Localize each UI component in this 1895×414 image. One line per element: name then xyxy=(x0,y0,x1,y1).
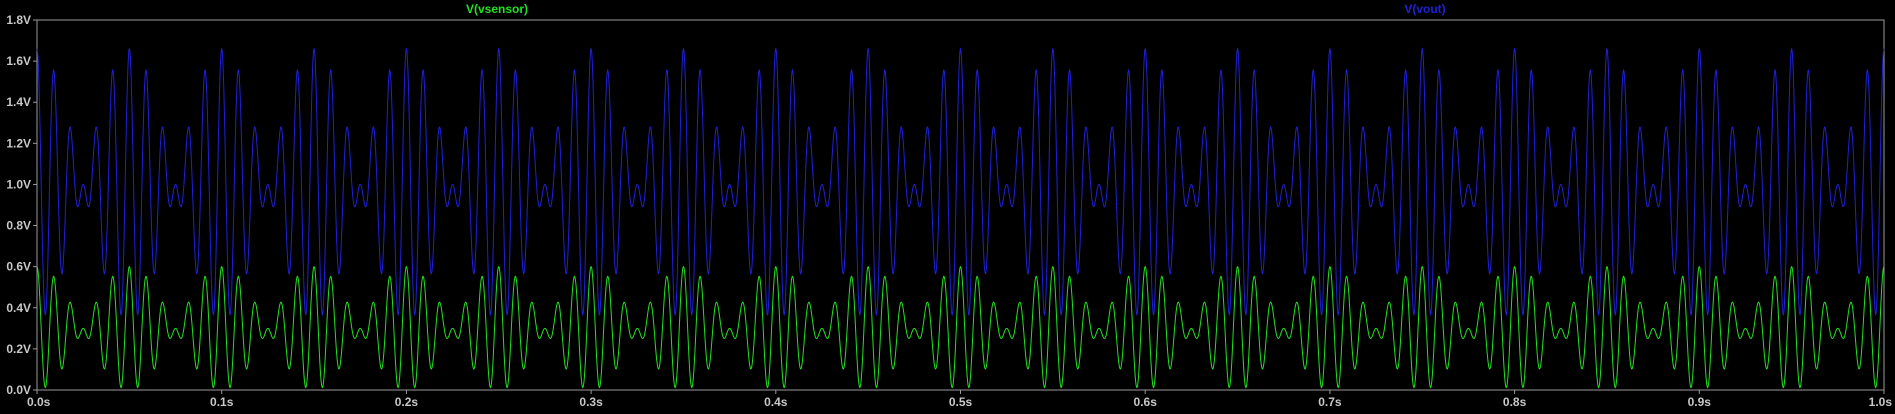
x-tick-label: 0.5s xyxy=(949,395,973,409)
y-tick-label: 0.2V xyxy=(6,342,31,356)
x-tick-label: 0.8s xyxy=(1503,395,1527,409)
legend-vout[interactable]: V(vout) xyxy=(1404,2,1445,16)
x-tick-label: 0.2s xyxy=(395,395,419,409)
y-axis: 0.0V 0.2V 0.4V 0.6V 0.8V 1.0V 1.2V 1.4V 1.6V 1.8V xyxy=(6,13,37,397)
y-tick-label: 1.8V xyxy=(6,13,31,27)
legend-vsensor[interactable]: V(vsensor) xyxy=(466,2,528,16)
y-tick-label: 0.4V xyxy=(6,301,31,315)
x-tick-label: 0.1s xyxy=(210,395,234,409)
x-axis: 0.0s 0.1s 0.2s 0.3s 0.4s 0.5s 0.6s 0.7s 0.8s 0.9s… xyxy=(27,390,1892,409)
plot-frame xyxy=(36,19,1885,391)
y-tick-label: 1.6V xyxy=(6,54,31,68)
x-tick-label: 0.9s xyxy=(1688,395,1712,409)
x-tick-label: 0.0s xyxy=(27,395,51,409)
y-tick-label: 1.0V xyxy=(6,177,31,191)
y-tick-label: 0.6V xyxy=(6,260,31,274)
y-tick-label: 1.2V xyxy=(6,136,31,150)
series-layer xyxy=(36,47,1885,389)
legend: V(vsensor) V(vout) xyxy=(466,2,1446,16)
x-tick-label: 0.4s xyxy=(764,395,788,409)
x-tick-label: 0.3s xyxy=(579,395,603,409)
x-tick-label: 0.6s xyxy=(1134,395,1158,409)
y-tick-label: 0.8V xyxy=(6,219,31,233)
y-tick-label: 1.4V xyxy=(6,95,31,109)
trace-vsensor xyxy=(36,265,1885,389)
x-tick-label: 0.7s xyxy=(1318,395,1342,409)
y-tick-label: 0.0V xyxy=(6,383,31,397)
trace-vout xyxy=(36,47,1885,317)
x-tick-label: 1.0s xyxy=(1869,395,1893,409)
